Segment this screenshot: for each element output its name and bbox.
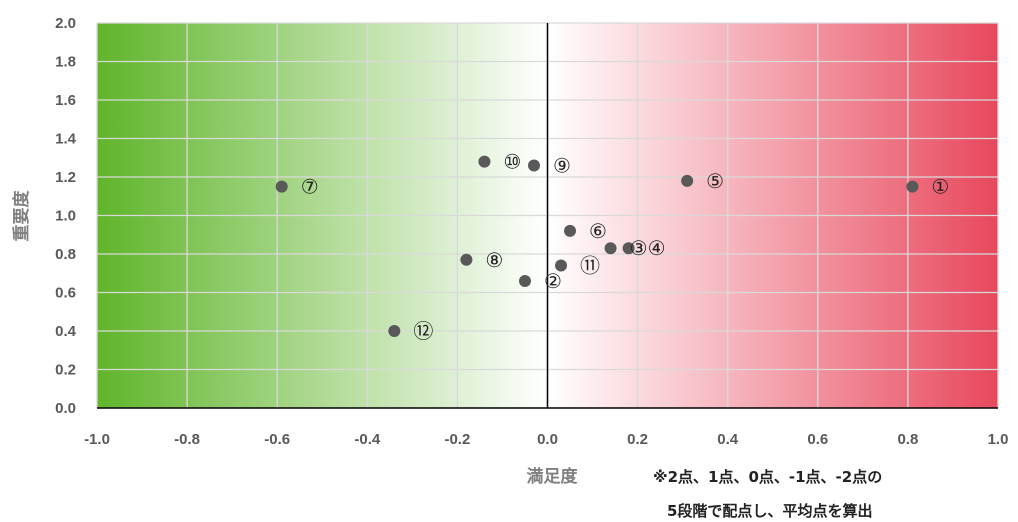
y-tick-label: 1.6: [55, 92, 76, 109]
data-point-marker: [681, 174, 694, 187]
x-tick-label: -0.2: [444, 431, 470, 448]
x-tick-label: 0.2: [627, 431, 648, 448]
y-tick-label: 0.4: [55, 323, 77, 340]
data-point-label: ⑪: [580, 254, 600, 278]
y-axis-ticks: 0.0 0.2 0.4 0.6 0.8 1.0 1.2 1.4 1.6 1.8 2.0: [55, 15, 77, 417]
data-point-marker: [460, 253, 473, 266]
data-point-marker: [275, 180, 288, 193]
axes: [97, 23, 998, 409]
data-point-marker: [906, 180, 919, 193]
x-axis-ticks: -1.0 -0.8 -0.6 -0.4 -0.2 0.0 0.2 0.4 0.6 0.8 1.0: [84, 431, 1008, 448]
y-tick-label: 1.2: [55, 169, 76, 186]
x-tick-label: 0.8: [897, 431, 918, 448]
data-point-marker: [518, 274, 531, 287]
data-point-marker: [622, 242, 635, 255]
x-tick-label: -0.8: [174, 431, 200, 448]
x-axis-title: 満足度: [527, 466, 579, 487]
x-tick-label: -0.6: [264, 431, 290, 448]
y-tick-label: 1.8: [55, 54, 76, 71]
x-tick-label: 0.0: [537, 431, 558, 448]
x-tick-label: 1.0: [988, 431, 1009, 448]
y-tick-label: 0.6: [55, 285, 76, 302]
data-point-label: ①: [931, 175, 949, 199]
x-tick-label: 0.6: [807, 431, 828, 448]
data-point-label: ⑩: [503, 150, 521, 174]
data-point-label: ③: [630, 236, 648, 260]
x-tick-label: -1.0: [84, 431, 110, 448]
data-point-marker: [564, 224, 577, 237]
x-tick-label: 0.4: [717, 431, 739, 448]
data-point-marker: [604, 242, 617, 255]
data-point-label: ⑤: [706, 169, 724, 193]
y-tick-label: 2.0: [55, 15, 76, 32]
y-tick-label: 1.4: [55, 131, 77, 148]
data-point-label: ②: [544, 269, 562, 293]
data-point-label: ⑥: [589, 219, 607, 243]
y-tick-label: 0.0: [55, 400, 76, 417]
data-point-label: ⑨: [553, 153, 571, 177]
y-tick-label: 0.8: [55, 246, 76, 263]
data-point-marker: [478, 155, 491, 168]
note-line-2: 5段階で配点し、平均点を算出: [667, 502, 872, 520]
data-point-marker: [527, 159, 540, 172]
y-axis-title: 重要度: [11, 190, 32, 242]
data-points: ① ② ③ ④ ⑤ ⑥ ⑦ ⑧ ⑨ ⑩ ⑪ ⑫: [275, 150, 949, 343]
data-point-marker: [555, 259, 568, 272]
note-line-1: ※2点、1点、0点、-1点、-2点の: [653, 468, 882, 486]
data-point-marker: [388, 325, 401, 337]
y-tick-label: 1.0: [55, 208, 76, 225]
x-tick-label: -0.4: [354, 431, 381, 448]
data-point-label: ④: [648, 236, 666, 260]
data-point-label: ⑫: [413, 319, 433, 343]
data-point-label: ⑧: [485, 248, 503, 272]
y-tick-label: 0.2: [55, 362, 76, 379]
data-point-label: ⑦: [301, 175, 319, 199]
